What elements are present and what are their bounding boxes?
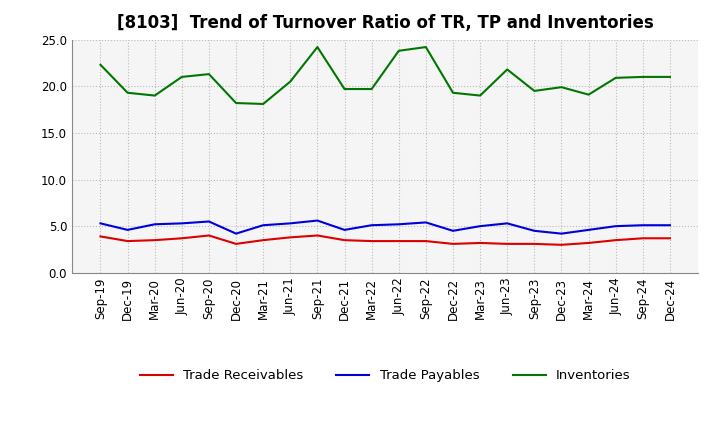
Title: [8103]  Trend of Turnover Ratio of TR, TP and Inventories: [8103] Trend of Turnover Ratio of TR, TP… — [117, 15, 654, 33]
Inventories — [665, 74, 674, 80]
Trade Receivables — [178, 236, 186, 241]
Trade Receivables — [421, 238, 430, 244]
Trade Receivables — [259, 238, 268, 243]
Inventories — [395, 48, 403, 53]
Inventories — [259, 101, 268, 106]
Trade Payables — [584, 227, 593, 232]
Trade Receivables — [367, 238, 376, 244]
Inventories — [503, 67, 511, 72]
Trade Payables — [232, 231, 240, 236]
Trade Receivables — [557, 242, 566, 247]
Trade Receivables — [123, 238, 132, 244]
Trade Payables — [449, 228, 457, 234]
Inventories — [476, 93, 485, 98]
Trade Receivables — [150, 238, 159, 243]
Trade Receivables — [286, 235, 294, 240]
Trade Receivables — [503, 241, 511, 246]
Trade Receivables — [476, 240, 485, 246]
Trade Receivables — [665, 236, 674, 241]
Trade Receivables — [204, 233, 213, 238]
Trade Receivables — [611, 238, 620, 243]
Inventories — [96, 62, 105, 67]
Trade Receivables — [313, 233, 322, 238]
Trade Payables — [665, 223, 674, 228]
Trade Receivables — [341, 238, 349, 243]
Trade Payables — [530, 228, 539, 234]
Inventories — [286, 79, 294, 84]
Trade Payables — [639, 223, 647, 228]
Trade Receivables — [96, 234, 105, 239]
Trade Receivables — [530, 241, 539, 246]
Trade Payables — [421, 220, 430, 225]
Trade Payables — [178, 221, 186, 226]
Trade Payables — [367, 223, 376, 228]
Trade Payables — [96, 221, 105, 226]
Trade Payables — [313, 218, 322, 223]
Trade Receivables — [584, 240, 593, 246]
Inventories — [530, 88, 539, 94]
Trade Payables — [476, 224, 485, 229]
Trade Payables — [557, 231, 566, 236]
Trade Payables — [150, 222, 159, 227]
Trade Payables — [395, 222, 403, 227]
Inventories — [367, 86, 376, 92]
Inventories — [178, 74, 186, 80]
Trade Payables — [611, 224, 620, 229]
Line: Trade Payables: Trade Payables — [101, 220, 670, 234]
Inventories — [449, 90, 457, 95]
Inventories — [639, 74, 647, 80]
Trade Payables — [286, 221, 294, 226]
Trade Payables — [123, 227, 132, 232]
Line: Trade Receivables: Trade Receivables — [101, 235, 670, 245]
Inventories — [557, 84, 566, 90]
Inventories — [123, 90, 132, 95]
Inventories — [313, 44, 322, 50]
Legend: Trade Receivables, Trade Payables, Inventories: Trade Receivables, Trade Payables, Inven… — [135, 364, 636, 388]
Trade Payables — [259, 223, 268, 228]
Inventories — [341, 86, 349, 92]
Inventories — [611, 75, 620, 81]
Inventories — [584, 92, 593, 97]
Trade Receivables — [639, 236, 647, 241]
Trade Payables — [503, 221, 511, 226]
Trade Payables — [341, 227, 349, 232]
Trade Receivables — [395, 238, 403, 244]
Inventories — [232, 100, 240, 106]
Trade Receivables — [232, 241, 240, 246]
Inventories — [421, 44, 430, 50]
Trade Payables — [204, 219, 213, 224]
Inventories — [204, 71, 213, 77]
Trade Receivables — [449, 241, 457, 246]
Inventories — [150, 93, 159, 98]
Line: Inventories: Inventories — [101, 47, 670, 104]
